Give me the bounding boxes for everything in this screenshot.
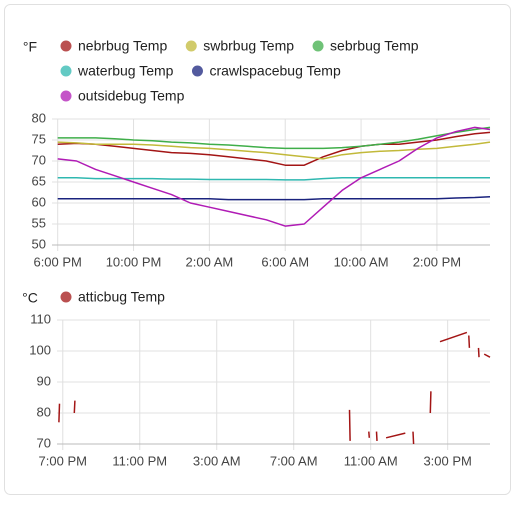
legend-swatch xyxy=(60,291,72,303)
legend-swatch xyxy=(60,40,72,52)
legend-label: outsidebug Temp xyxy=(78,88,185,104)
x-tick-label: 2:00 PM xyxy=(413,254,461,269)
y-tick-label: 75 xyxy=(32,131,46,146)
series-line xyxy=(57,126,491,150)
x-tick-label: 11:00 PM xyxy=(112,453,167,468)
x-tick-label: 10:00 AM xyxy=(334,254,389,269)
series-line xyxy=(58,331,491,445)
legend-swatch xyxy=(191,65,203,77)
x-tick-label: 10:00 PM xyxy=(106,254,162,269)
y-tick-label: 110 xyxy=(30,311,51,326)
x-tick-label: 2:00 AM xyxy=(186,254,234,269)
x-tick-label: 3:00 PM xyxy=(423,453,471,468)
series-line xyxy=(57,177,490,181)
x-tick-label: 7:00 AM xyxy=(270,453,318,468)
series-line xyxy=(57,126,491,227)
series-line xyxy=(57,131,491,166)
x-tick-label: 7:00 PM xyxy=(39,453,87,468)
y-tick-label: 80 xyxy=(37,404,51,419)
y-tick-label: 70 xyxy=(32,152,46,167)
y-tick-label: 65 xyxy=(32,173,46,188)
y-axis-unit: °C xyxy=(22,290,38,306)
y-tick-label: 80 xyxy=(32,110,46,125)
series-line xyxy=(57,195,491,201)
legend-label: sebrbug Temp xyxy=(330,38,419,54)
y-tick-label: 70 xyxy=(37,435,51,450)
y-tick-label: 100 xyxy=(29,342,51,357)
legend-swatch xyxy=(185,40,197,52)
series-line xyxy=(57,141,491,160)
legend-label: waterbug Temp xyxy=(77,63,174,79)
x-tick-label: 3:00 AM xyxy=(193,453,241,468)
legend-label: swbrbug Temp xyxy=(203,38,294,54)
y-tick-label: 50 xyxy=(32,236,46,251)
legend-swatch xyxy=(60,90,72,102)
y-axis-unit: °F xyxy=(23,39,37,55)
legend-swatch xyxy=(312,40,324,52)
card-border xyxy=(4,4,511,495)
legend-label: atticbug Temp xyxy=(78,289,165,305)
y-tick-label: 60 xyxy=(32,194,46,209)
x-tick-label: 11:00 AM xyxy=(344,453,398,468)
legend-label: crawlspacebug Temp xyxy=(209,63,340,79)
legend-swatch xyxy=(60,65,72,77)
y-tick-label: 55 xyxy=(32,215,46,230)
x-tick-label: 6:00 AM xyxy=(261,254,309,269)
y-tick-label: 90 xyxy=(37,373,51,388)
x-tick-label: 6:00 PM xyxy=(33,254,81,269)
legend-label: nebrbug Temp xyxy=(78,38,167,54)
